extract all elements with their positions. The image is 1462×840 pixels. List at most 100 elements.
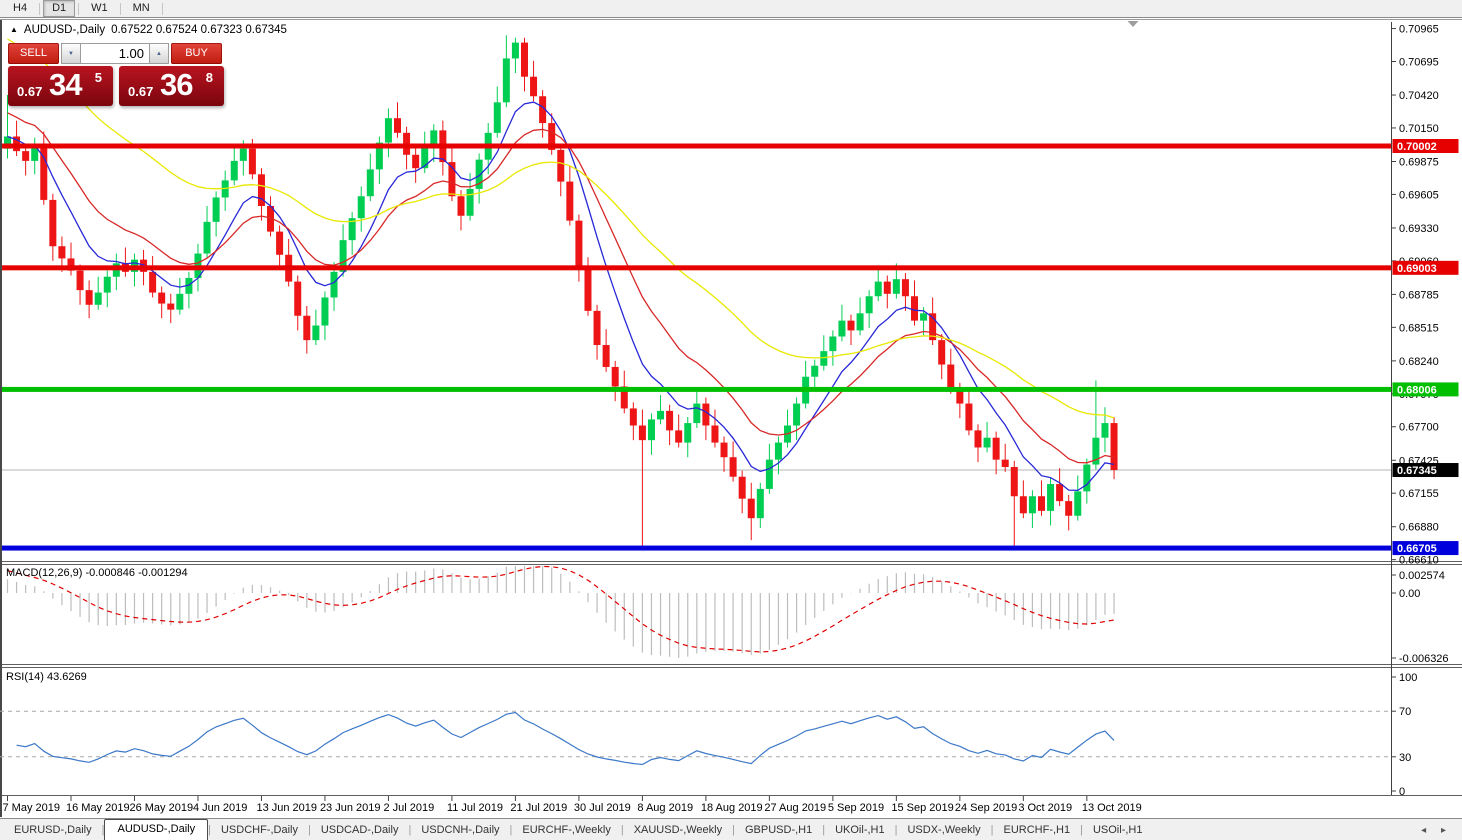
toolbar-separator xyxy=(39,2,41,15)
timeframe-button-h4[interactable]: H4 xyxy=(13,2,28,14)
svg-text:0.69003: 0.69003 xyxy=(1397,263,1437,275)
svg-text:18 Aug 2019: 18 Aug 2019 xyxy=(701,802,763,814)
timeframe-button-mn[interactable]: MN xyxy=(132,2,150,14)
svg-text:0.68006: 0.68006 xyxy=(1397,384,1437,396)
indicator-axes: 0.002574 0.00 -0.006326 100 70 30 0 xyxy=(1391,570,1449,798)
tab-separator: | xyxy=(732,824,735,836)
symbol-tab-eurchf-weekly[interactable]: EURCHF-,Weekly xyxy=(522,824,611,836)
sell-price-box[interactable]: 0.67 34 5 xyxy=(8,66,113,106)
symbol-tab-ukoil-h1[interactable]: UKOil-,H1 xyxy=(835,824,885,836)
symbol-tab-bar: EURUSD-,Daily | AUDUSD-,Daily | USDCHF-,Dail… xyxy=(0,818,1462,840)
sell-button[interactable]: SELL xyxy=(8,43,59,64)
svg-text:0.70150: 0.70150 xyxy=(1399,123,1439,135)
svg-text:0.70695: 0.70695 xyxy=(1399,56,1439,68)
svg-text:0.68240: 0.68240 xyxy=(1399,356,1439,368)
svg-text:0.67155: 0.67155 xyxy=(1399,488,1439,500)
timeframe-button-w1[interactable]: W1 xyxy=(91,2,108,14)
svg-text:0.70965: 0.70965 xyxy=(1399,24,1439,36)
svg-text:5 Sep 2019: 5 Sep 2019 xyxy=(828,802,884,814)
buy-price-box[interactable]: 0.67 36 8 xyxy=(119,66,224,106)
symbol-tab-usdchf-daily[interactable]: USDCHF-,Daily xyxy=(220,824,298,836)
toolbar-separator xyxy=(78,2,80,15)
volume-decrease-button[interactable]: ▼ xyxy=(61,43,81,64)
triangle-down-icon: ▼ xyxy=(68,50,74,57)
svg-text:15 Sep 2019: 15 Sep 2019 xyxy=(891,802,953,814)
timeframe-button-d1[interactable]: D1 xyxy=(43,0,76,17)
one-click-trading-panel: SELL ▼ ▲ BUY 0.67 34 5 0.67 36 8 xyxy=(8,43,224,106)
svg-text:3 Oct 2019: 3 Oct 2019 xyxy=(1018,802,1072,814)
symbol-tab-eurusd-daily[interactable]: EURUSD-,Daily xyxy=(14,824,92,836)
tab-separator: | xyxy=(408,824,412,836)
moving-averages-layer xyxy=(7,38,1115,492)
svg-text:-0.006326: -0.006326 xyxy=(1399,653,1449,665)
tab-scroll-right-icon[interactable]: ▸ xyxy=(1440,825,1452,836)
svg-text:0.00: 0.00 xyxy=(1399,588,1420,600)
buy-price-big: 36 xyxy=(160,67,193,102)
tab-separator: | xyxy=(101,824,105,836)
symbol-tab-eurchf-h1[interactable]: EURCHF-,H1 xyxy=(1003,824,1071,836)
pane-frame xyxy=(0,19,1462,817)
buy-button[interactable]: BUY xyxy=(171,43,222,64)
symbol-tabs: EURUSD-,Daily | AUDUSD-,Daily | USDCHF-,Dail… xyxy=(4,819,1152,840)
tab-separator: | xyxy=(620,824,624,836)
svg-text:21 Jul 2019: 21 Jul 2019 xyxy=(510,802,567,814)
price-tag-level[interactable]: 0.68006 xyxy=(1392,382,1459,397)
timeframe-toolbar: H4 D1 W1 MN xyxy=(0,0,1462,18)
svg-text:0: 0 xyxy=(1399,786,1405,798)
macd-indicator-label: MACD(12,26,9) -0.000846 -0.001294 xyxy=(6,567,188,579)
macd-pane xyxy=(6,565,1115,658)
trade-prices-row: 0.67 34 5 0.67 36 8 xyxy=(8,66,224,106)
symbol-tab-audusd-daily[interactable]: AUDUSD-,Daily xyxy=(104,819,209,840)
tab-separator: | xyxy=(822,824,826,836)
tab-separator: | xyxy=(1080,824,1083,836)
price-tag-level[interactable]: 0.69003 xyxy=(1392,260,1459,275)
chart-shift-marker-icon[interactable] xyxy=(1127,21,1139,27)
svg-text:0.66610: 0.66610 xyxy=(1399,555,1439,567)
svg-text:27 Aug 2019: 27 Aug 2019 xyxy=(764,802,826,814)
svg-text:7 May 2019: 7 May 2019 xyxy=(3,802,60,814)
chart-symbol-period: AUDUSD-,Daily xyxy=(23,24,106,36)
sell-price-big: 34 xyxy=(49,67,82,102)
svg-text:0.69330: 0.69330 xyxy=(1399,223,1439,235)
toolbar-separator xyxy=(119,2,121,15)
symbol-tab-usdx-weekly[interactable]: USDX-,Weekly xyxy=(907,824,981,836)
svg-text:0.68785: 0.68785 xyxy=(1399,289,1439,301)
svg-text:0.70002: 0.70002 xyxy=(1397,141,1437,153)
tab-separator: | xyxy=(509,824,513,836)
price-tag-level[interactable]: 0.70002 xyxy=(1392,139,1459,153)
volume-increase-button[interactable]: ▲ xyxy=(149,43,169,64)
timeframe-buttons: H4 D1 W1 MN xyxy=(4,0,166,18)
trade-controls-row: SELL ▼ ▲ BUY xyxy=(8,43,224,64)
svg-text:0.68515: 0.68515 xyxy=(1399,322,1439,334)
svg-text:13 Jun 2019: 13 Jun 2019 xyxy=(256,802,317,814)
sell-price-prefix: 0.67 xyxy=(17,84,43,99)
price-tag-level[interactable]: 0.66705 xyxy=(1392,541,1459,556)
buy-price-pip: 8 xyxy=(205,70,213,85)
svg-text:24 Sep 2019: 24 Sep 2019 xyxy=(955,802,1017,814)
svg-text:0.67345: 0.67345 xyxy=(1397,465,1437,477)
collapse-panel-icon[interactable]: ▲ xyxy=(10,24,18,34)
triangle-up-icon: ▲ xyxy=(156,50,162,57)
price-tag-current[interactable]: 0.67345 xyxy=(1392,463,1459,478)
svg-text:2 Jul 2019: 2 Jul 2019 xyxy=(383,802,434,814)
tab-scroll-left-icon[interactable]: ◂ xyxy=(1421,825,1433,836)
symbol-tab-usoil-h1[interactable]: USOil-,H1 xyxy=(1092,824,1143,836)
symbol-tab-gbpusd-h1[interactable]: GBPUSD-,H1 xyxy=(744,824,813,836)
symbol-tab-usdcad-daily[interactable]: USDCAD-,Daily xyxy=(320,824,399,836)
volume-input[interactable] xyxy=(81,43,149,64)
svg-text:30: 30 xyxy=(1399,752,1411,764)
svg-text:100: 100 xyxy=(1399,672,1417,684)
symbol-tab-usdcnh-daily[interactable]: USDCNH-,Daily xyxy=(421,824,500,836)
candles-layer xyxy=(4,35,1118,548)
rsi-pane xyxy=(0,710,1391,766)
horizontal-levels-layer xyxy=(0,143,1391,551)
chart-ohlc-quotes: 0.67522 0.67524 0.67323 0.67345 xyxy=(111,24,287,36)
price-axis: 0.70965 0.70695 0.70420 0.70150 0.69875 0.696… xyxy=(1391,24,1459,567)
svg-text:0.70420: 0.70420 xyxy=(1399,90,1439,102)
symbol-tab-xauusd-weekly[interactable]: XAUUSD-,Weekly xyxy=(633,824,723,836)
svg-text:70: 70 xyxy=(1399,706,1411,718)
svg-text:0.66705: 0.66705 xyxy=(1397,543,1437,555)
tab-separator: | xyxy=(307,824,311,836)
